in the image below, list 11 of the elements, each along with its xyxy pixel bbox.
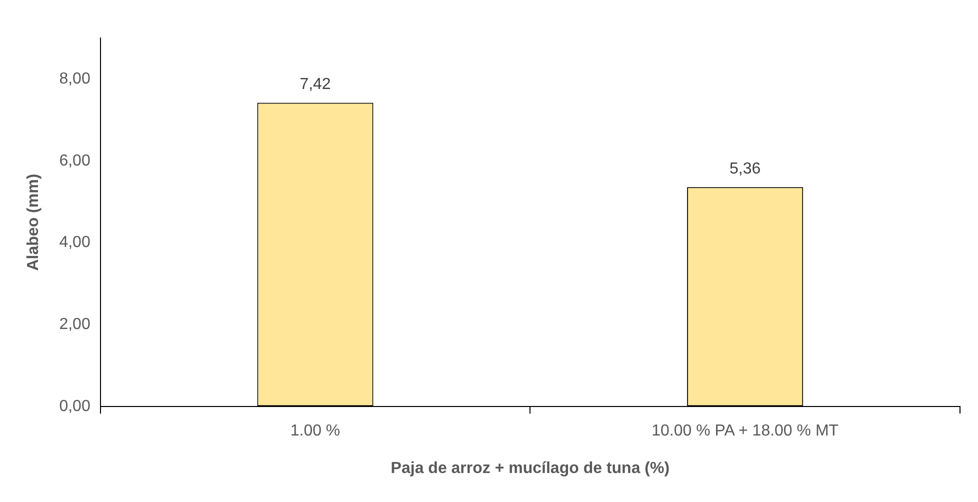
y-tick-label: 2,00 xyxy=(59,316,90,334)
data-label: 7,42 xyxy=(300,76,331,94)
x-axis-title: Paja de arroz + mucílago de tuna (%) xyxy=(390,460,670,477)
x-tick-label: 10.00 % PA + 18.00 % MT xyxy=(652,422,839,440)
y-tick-label: 8,00 xyxy=(59,70,90,88)
data-label: 5,36 xyxy=(730,160,761,178)
y-axis-title: Alabeo (mm) xyxy=(25,174,42,271)
y-tick-label: 0,00 xyxy=(59,398,90,416)
y-tick-label: 6,00 xyxy=(59,152,90,170)
x-tick-label: 1.00 % xyxy=(290,422,340,440)
y-tick-label: 4,00 xyxy=(59,234,90,252)
